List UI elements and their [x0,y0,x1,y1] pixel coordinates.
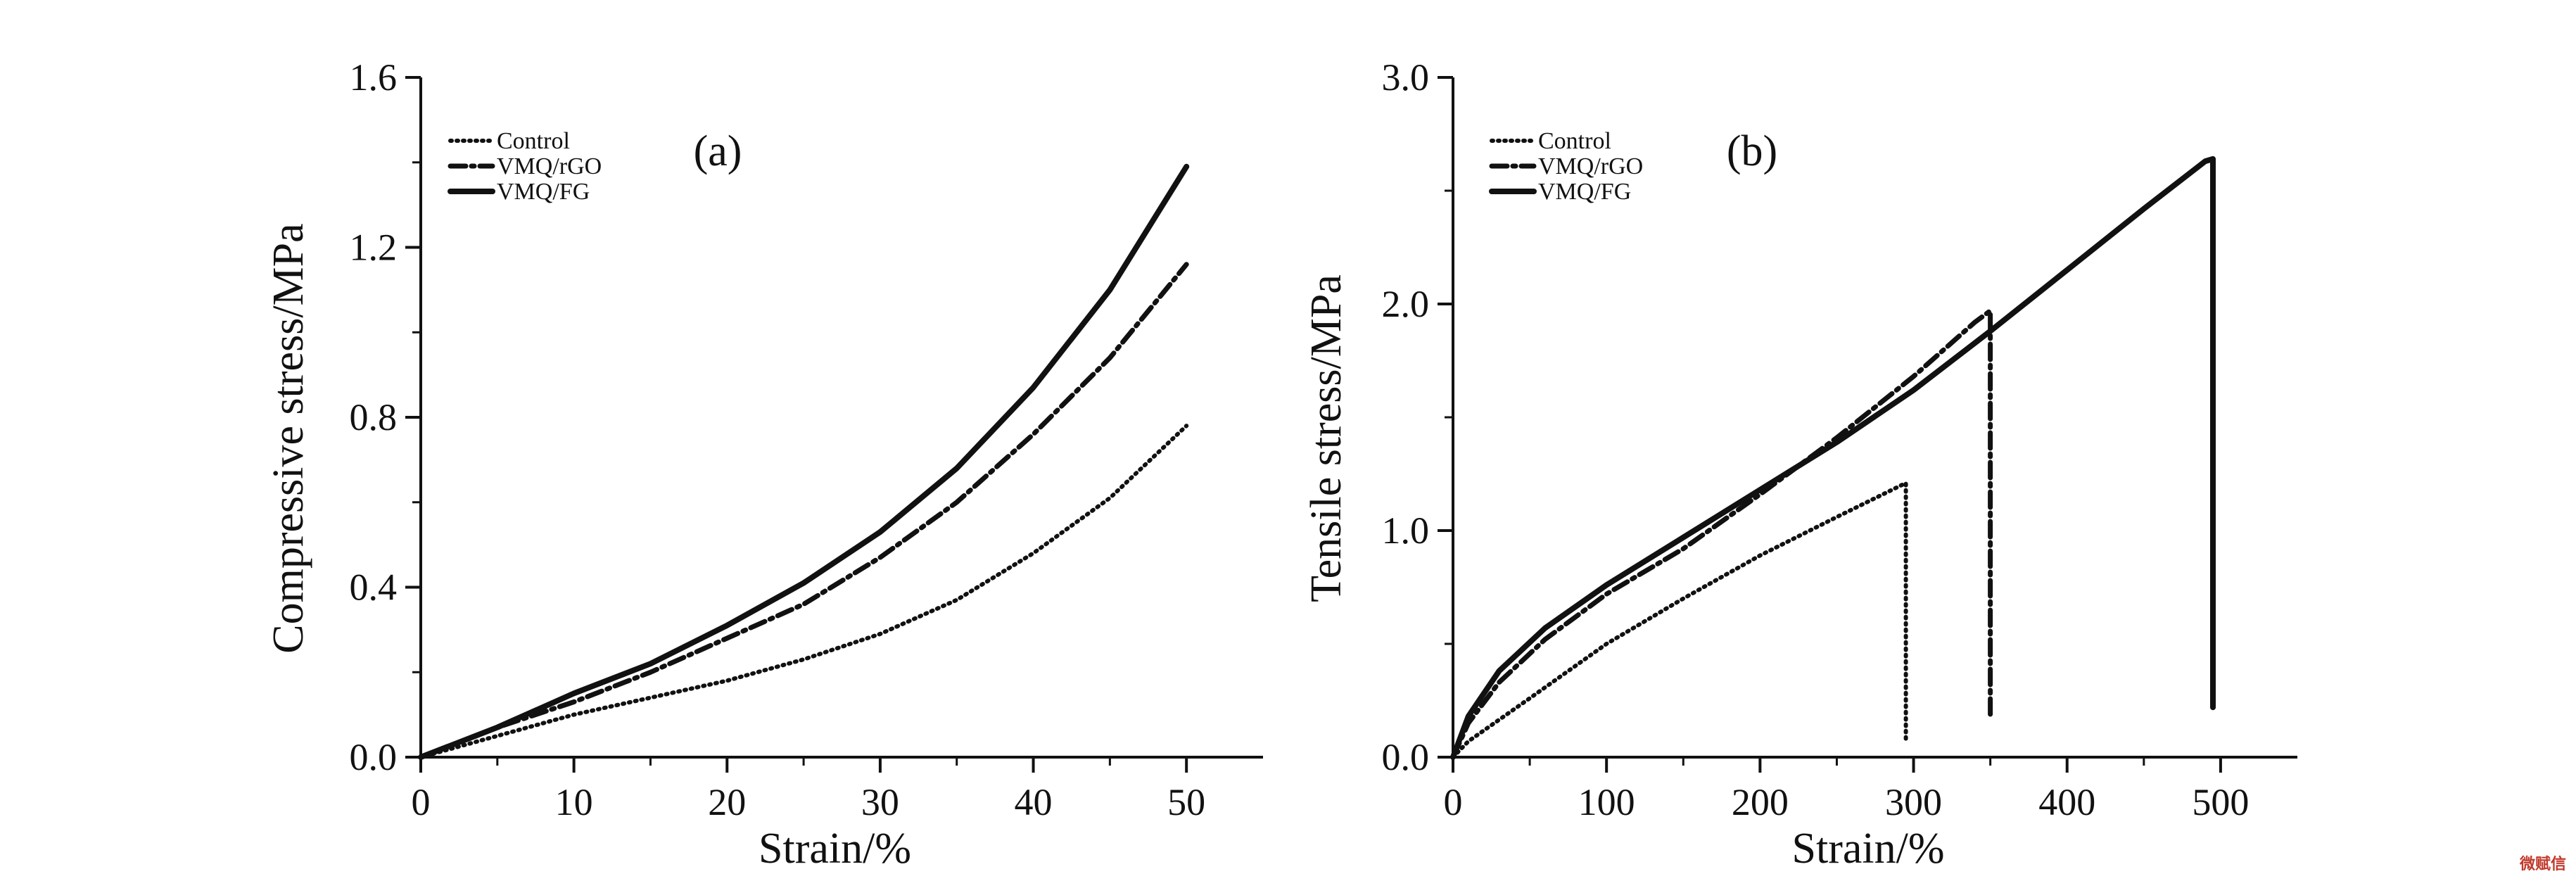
series-line-control [419,424,1189,759]
x-tick-label: 30 [861,781,899,823]
legend-label: VMQ/rGO [497,153,602,179]
y-axis-title: Compressive stress/MPa [265,223,312,653]
legend-label: Control [1538,128,1611,154]
y-axis-title: Tensile stress/MPa [1302,274,1350,602]
x-axis-title: Strain/% [1792,825,1945,873]
legend-label: VMQ/FG [497,179,590,205]
y-tick-label: 1.2 [350,227,398,269]
x-tick-label: 0 [1444,781,1463,823]
legend-label: VMQ/FG [1538,179,1631,205]
y-tick-label: 2.0 [1382,283,1430,325]
series-line-control [1451,481,1908,759]
series-line-vmq-rgo [1450,308,1993,760]
x-tick-label: 200 [1732,781,1789,823]
series-line-vmq-fg [1450,156,2216,760]
panel-label: (b) [1727,127,1777,175]
x-tick-label: 10 [555,781,593,823]
y-tick-label: 0.0 [350,736,398,778]
x-tick-label: 50 [1167,781,1205,823]
watermark-text: 微赋信 [2519,856,2566,873]
y-tick-label: 0.4 [350,566,398,609]
x-tick-label: 100 [1578,781,1635,823]
y-tick-label: 1.6 [350,56,398,99]
x-tick-label: 40 [1015,781,1053,823]
y-tick-label: 0.8 [350,396,398,438]
x-tick-label: 20 [708,781,746,823]
series-line-vmq-rgo [418,262,1189,760]
legend-label: Control [497,128,570,154]
panel-b: 0 100 200 300 400 500 0.0 1.0 2.0 3.0 Strain/% Tens… [1302,56,2297,873]
y-tick-label: 0.0 [1382,736,1430,778]
x-axis-title: Strain/% [759,825,911,873]
x-tick-label: 0 [412,781,431,823]
legend-label: VMQ/rGO [1538,153,1643,179]
panel-label: (a) [694,127,742,175]
x-tick-label: 300 [1885,781,1942,823]
x-tick-label: 400 [2038,781,2095,823]
y-tick-label: 1.0 [1382,509,1430,552]
series-line-vmq-fg [418,163,1190,760]
panel-a: 0 10 20 30 40 50 0.0 0.4 0.8 1.2 1.6 Strain/% Compre… [265,56,1263,873]
x-tick-label: 500 [2192,781,2249,823]
y-tick-label: 3.0 [1382,56,1430,99]
